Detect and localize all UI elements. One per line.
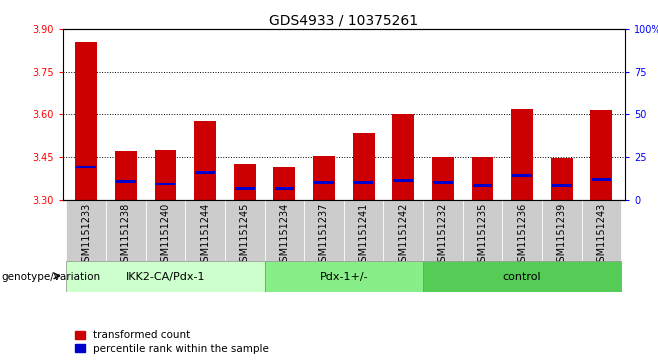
FancyBboxPatch shape bbox=[66, 261, 265, 292]
Bar bbox=[76, 166, 96, 168]
Bar bbox=[432, 157, 454, 200]
FancyBboxPatch shape bbox=[582, 200, 621, 261]
Text: GSM1151240: GSM1151240 bbox=[161, 203, 170, 268]
Bar bbox=[513, 174, 532, 177]
Title: GDS4933 / 10375261: GDS4933 / 10375261 bbox=[269, 14, 418, 28]
Bar bbox=[354, 181, 374, 184]
FancyBboxPatch shape bbox=[423, 261, 621, 292]
FancyBboxPatch shape bbox=[542, 200, 582, 261]
Bar bbox=[592, 178, 611, 181]
FancyBboxPatch shape bbox=[384, 200, 423, 261]
Bar bbox=[76, 42, 97, 200]
FancyBboxPatch shape bbox=[106, 200, 145, 261]
FancyBboxPatch shape bbox=[225, 200, 265, 261]
FancyBboxPatch shape bbox=[186, 200, 225, 261]
Bar bbox=[116, 180, 136, 183]
FancyBboxPatch shape bbox=[343, 200, 384, 261]
Text: IKK2-CA/Pdx-1: IKK2-CA/Pdx-1 bbox=[126, 272, 205, 282]
Bar bbox=[274, 187, 294, 190]
Text: GSM1151237: GSM1151237 bbox=[319, 203, 329, 268]
Text: GSM1151243: GSM1151243 bbox=[596, 203, 606, 268]
Bar bbox=[552, 184, 572, 187]
Bar bbox=[274, 167, 295, 200]
Bar bbox=[472, 184, 492, 187]
Bar bbox=[155, 150, 176, 200]
Text: GSM1151238: GSM1151238 bbox=[121, 203, 131, 268]
Text: Pdx-1+/-: Pdx-1+/- bbox=[320, 272, 368, 282]
FancyBboxPatch shape bbox=[304, 200, 343, 261]
Bar bbox=[433, 181, 453, 184]
Bar bbox=[194, 122, 216, 200]
FancyBboxPatch shape bbox=[265, 261, 423, 292]
Bar bbox=[472, 157, 494, 200]
Bar bbox=[353, 133, 374, 200]
Bar bbox=[511, 109, 533, 200]
Text: GSM1151242: GSM1151242 bbox=[398, 203, 408, 268]
FancyBboxPatch shape bbox=[66, 200, 106, 261]
Bar bbox=[234, 164, 256, 200]
Bar bbox=[313, 156, 335, 200]
Bar bbox=[156, 183, 175, 185]
Bar bbox=[235, 187, 255, 190]
Text: GSM1151236: GSM1151236 bbox=[517, 203, 527, 268]
FancyBboxPatch shape bbox=[145, 200, 186, 261]
Text: genotype/variation: genotype/variation bbox=[1, 272, 101, 282]
FancyBboxPatch shape bbox=[463, 200, 502, 261]
Text: GSM1151244: GSM1151244 bbox=[200, 203, 210, 268]
Text: GSM1151241: GSM1151241 bbox=[359, 203, 368, 268]
Text: GSM1151235: GSM1151235 bbox=[478, 203, 488, 268]
Text: GSM1151245: GSM1151245 bbox=[240, 203, 250, 268]
Bar bbox=[115, 151, 137, 200]
Bar bbox=[392, 114, 414, 200]
Bar bbox=[195, 171, 215, 174]
Text: GSM1151233: GSM1151233 bbox=[82, 203, 91, 268]
FancyBboxPatch shape bbox=[423, 200, 463, 261]
Bar bbox=[393, 179, 413, 182]
Text: control: control bbox=[503, 272, 542, 282]
FancyBboxPatch shape bbox=[265, 200, 304, 261]
Bar bbox=[551, 158, 572, 200]
Text: GSM1151239: GSM1151239 bbox=[557, 203, 567, 268]
Text: GSM1151232: GSM1151232 bbox=[438, 203, 448, 268]
FancyBboxPatch shape bbox=[502, 200, 542, 261]
Bar bbox=[590, 110, 612, 200]
Bar bbox=[314, 181, 334, 184]
Text: GSM1151234: GSM1151234 bbox=[280, 203, 290, 268]
Legend: transformed count, percentile rank within the sample: transformed count, percentile rank withi… bbox=[71, 326, 273, 358]
